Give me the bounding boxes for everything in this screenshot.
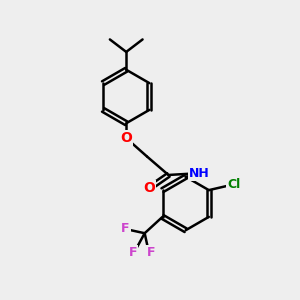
Text: O: O <box>120 131 132 145</box>
Text: O: O <box>143 181 155 195</box>
Text: F: F <box>147 246 155 259</box>
Text: Cl: Cl <box>227 178 240 191</box>
Text: F: F <box>128 246 137 259</box>
Text: F: F <box>121 222 130 235</box>
Text: NH: NH <box>189 167 209 180</box>
